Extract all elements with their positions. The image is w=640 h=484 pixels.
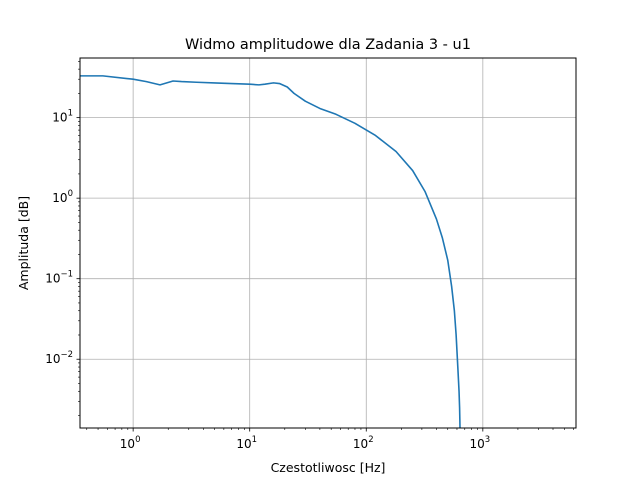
- y-axis-label: Amplituda [dB]: [16, 196, 31, 290]
- y-tick-label: 101: [52, 109, 73, 125]
- plot-frame: [79, 57, 577, 429]
- x-tick-label: 101: [236, 435, 257, 451]
- chart-title: Widmo amplitudowe dla Zadania 3 - u1: [185, 37, 471, 53]
- plot-lines: [80, 75, 461, 429]
- x-tick-label: 102: [353, 435, 374, 451]
- y-tick-label: 10−2: [45, 350, 73, 366]
- x-tick-label: 100: [120, 435, 141, 451]
- y-tick-label: 100: [52, 189, 73, 205]
- series-line: [80, 75, 461, 429]
- ticks: 100 101 102 103 10−2 10−1 100 101: [45, 61, 574, 451]
- y-tick-label: 10−1: [45, 270, 73, 286]
- grid: [80, 58, 576, 428]
- x-tick-label: 103: [469, 435, 490, 451]
- x-axis-label: Czestotliwosc [Hz]: [271, 460, 386, 475]
